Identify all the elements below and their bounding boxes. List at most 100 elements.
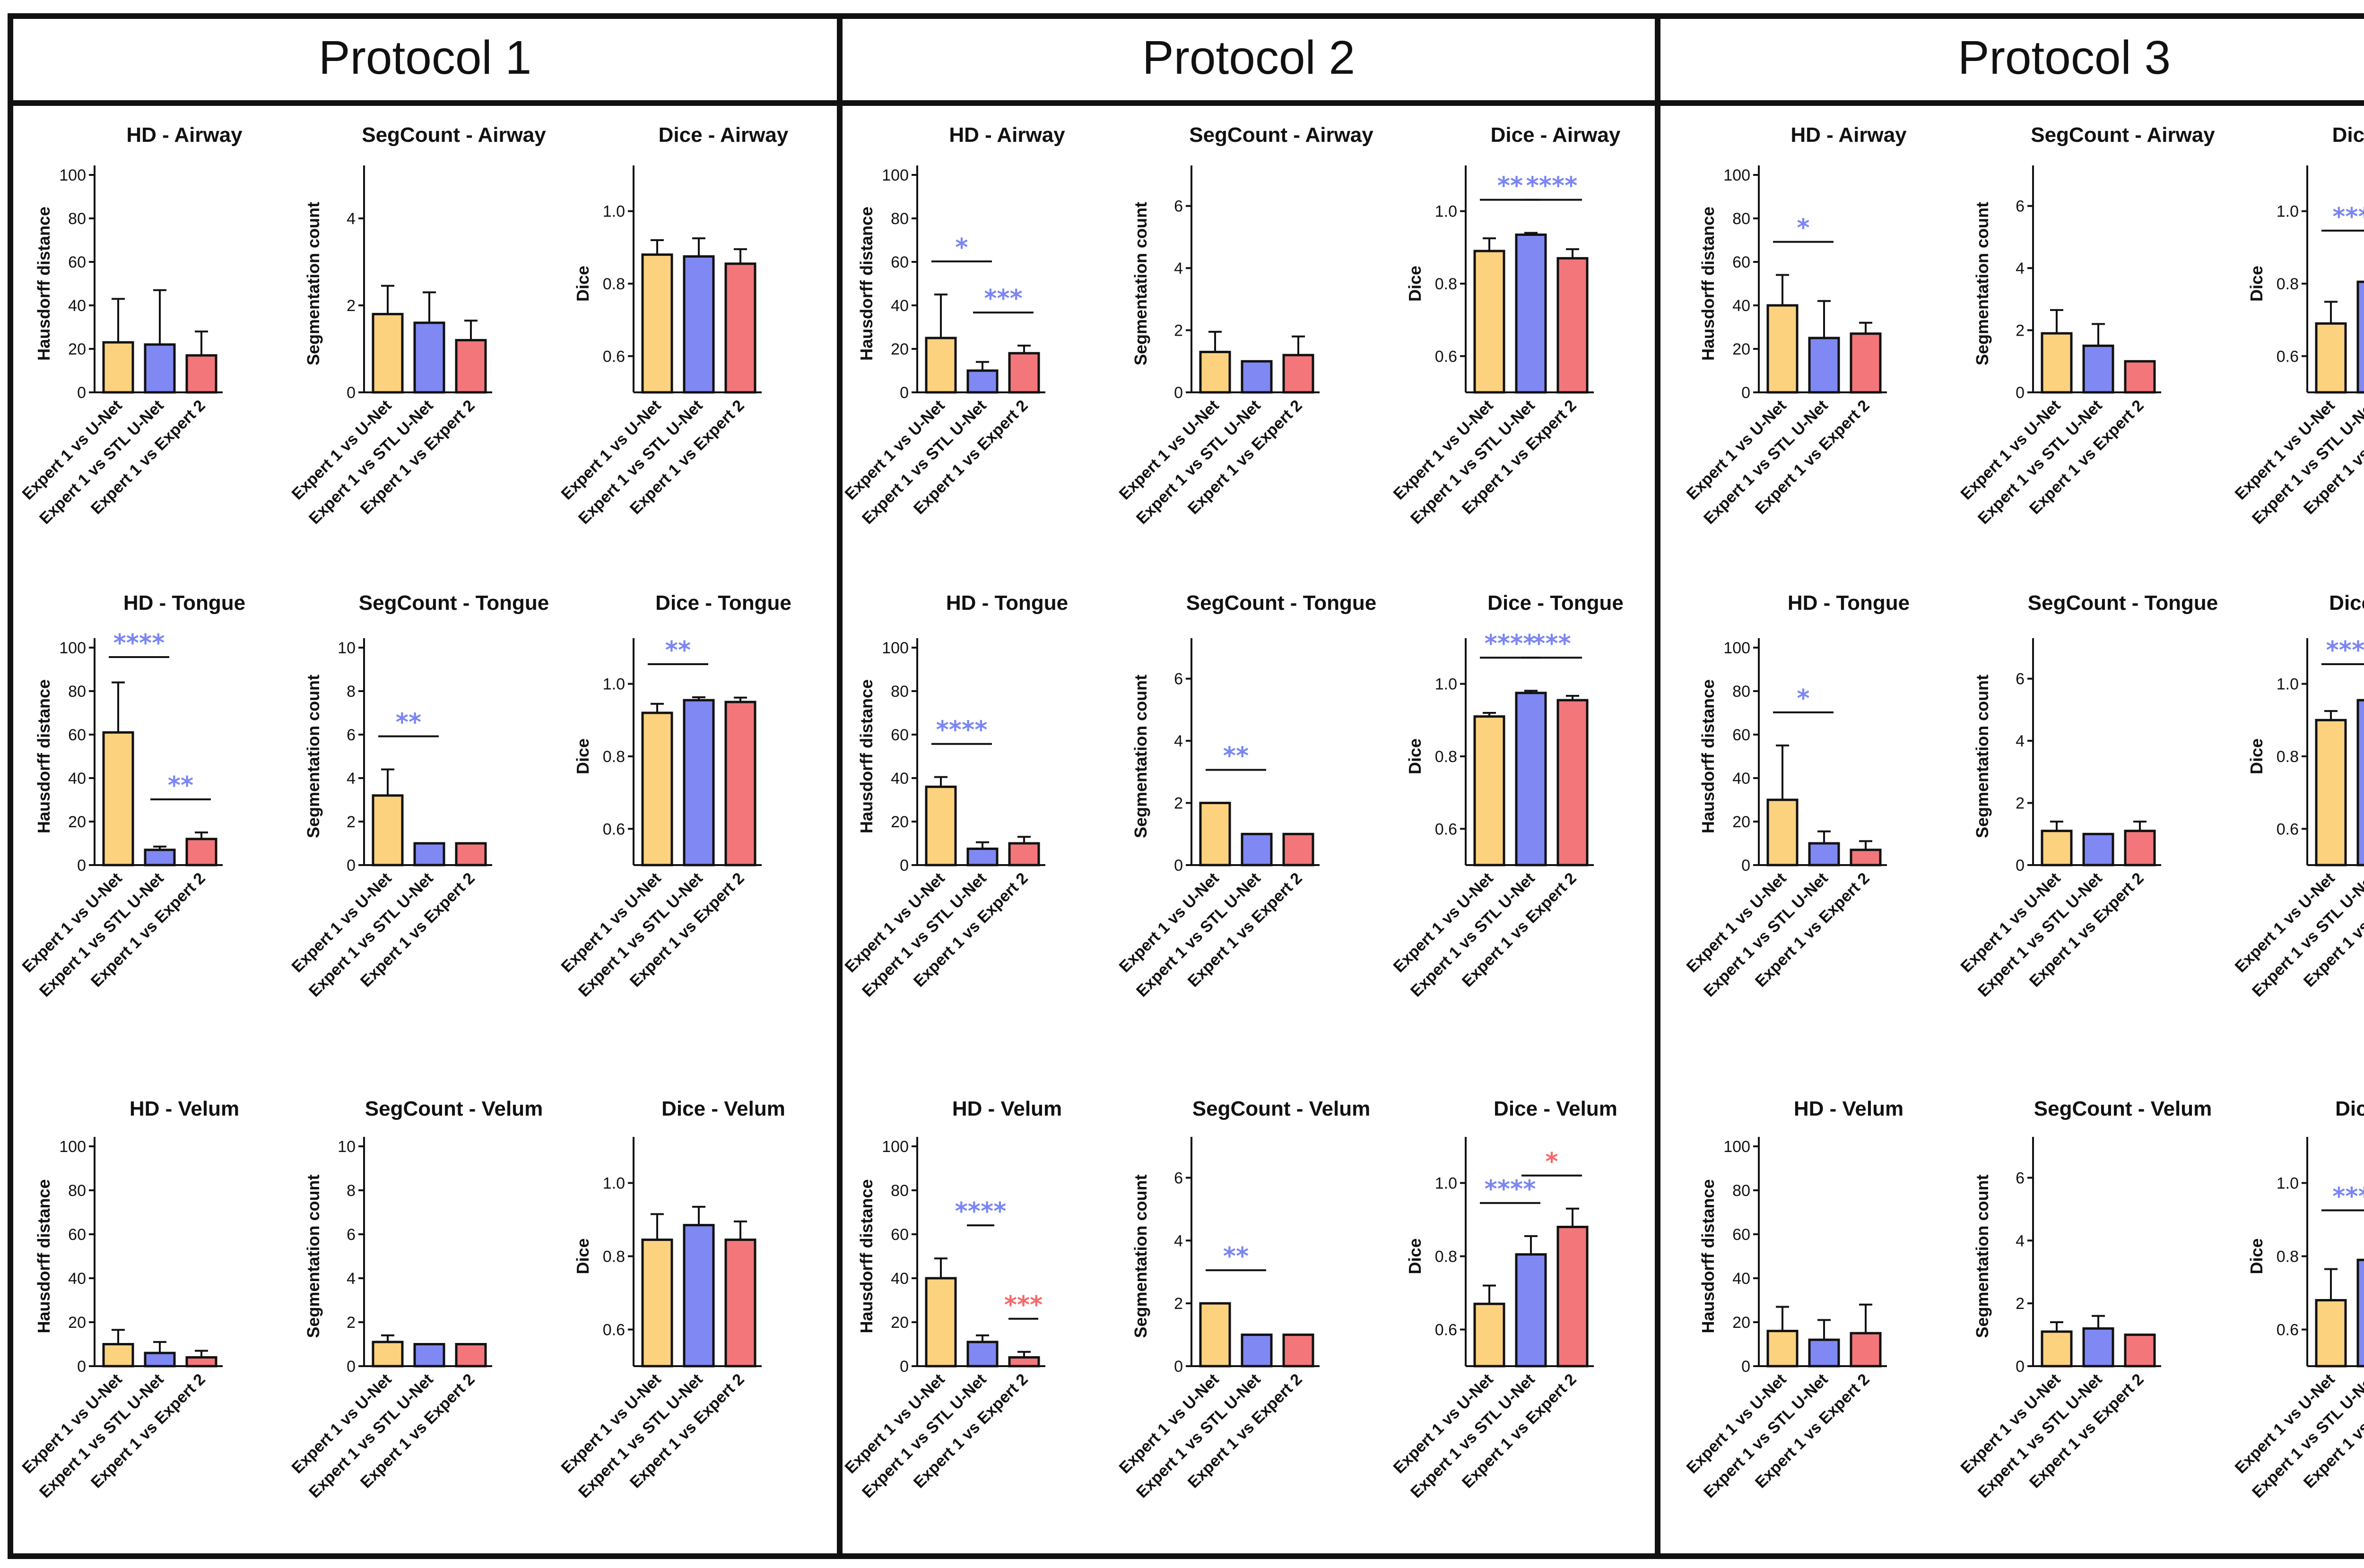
y-tick-label: 6 xyxy=(1174,670,1183,688)
y-tick-label: 10 xyxy=(338,1138,356,1156)
y-tick-label: 1.0 xyxy=(603,676,625,693)
significance-label: * xyxy=(1797,214,1809,243)
y-tick-label: 0 xyxy=(1174,384,1183,402)
chart-panel: HD - Velum Hausdorff distance 0 20 40 60 80 100… xyxy=(19,1097,239,1501)
y-tick-label: 0 xyxy=(347,384,356,402)
chart-title: SegCount - Tongue xyxy=(359,591,549,615)
y-axis-label: Hausdorff distance xyxy=(34,679,53,833)
bar xyxy=(1850,332,1882,394)
figure-frame xyxy=(8,13,2364,1559)
y-tick-label: 0.8 xyxy=(2277,1248,2299,1266)
bar xyxy=(1766,304,1799,394)
y-tick-label: 20 xyxy=(68,813,86,831)
y-tick-label: 80 xyxy=(68,683,86,701)
y-tick-label: 0.6 xyxy=(2277,1321,2299,1339)
bar xyxy=(1008,352,1040,394)
y-tick-label: 4 xyxy=(1174,1232,1183,1250)
bar xyxy=(2041,332,2073,394)
bar xyxy=(455,1343,487,1368)
chart-title: Dice - Tongue xyxy=(1487,591,1624,615)
significance-label: **** xyxy=(2326,636,2364,665)
y-axis-label: Segmentation count xyxy=(304,202,323,365)
y-tick-label: 0.8 xyxy=(603,275,625,293)
significance-label: **** xyxy=(1485,630,1536,658)
bar xyxy=(455,339,487,394)
y-tick-label: 1.0 xyxy=(1435,676,1457,693)
bar xyxy=(2124,360,2156,394)
y-axis-label: Dice xyxy=(573,1238,592,1274)
chart-title: HD - Airway xyxy=(126,123,243,147)
y-axis-label: Dice xyxy=(1405,266,1425,302)
bar xyxy=(185,838,217,866)
y-axis-label: Hausdorff distance xyxy=(857,207,876,361)
significance-label: *** xyxy=(2332,1182,2364,1211)
bar xyxy=(683,255,715,394)
y-tick-label: 0.6 xyxy=(1435,820,1457,838)
y-axis-label: Segmentation count xyxy=(1131,675,1150,838)
y-tick-label: 0.6 xyxy=(603,347,625,365)
bar xyxy=(2315,322,2347,394)
y-tick-label: 80 xyxy=(1732,210,1750,228)
bar xyxy=(413,321,445,394)
chart-panel: SegCount - Velum Segmentation count 0 2 4 6 8 1… xyxy=(288,1097,543,1501)
y-tick-label: 0.6 xyxy=(2277,347,2299,365)
bar xyxy=(1473,1302,1505,1368)
bar xyxy=(966,848,999,866)
chart-title: Dice - Velum xyxy=(661,1097,785,1120)
bar xyxy=(144,849,176,866)
bar xyxy=(641,1239,673,1368)
y-tick-label: 60 xyxy=(1732,726,1750,744)
significance-label: * xyxy=(1545,1148,1558,1176)
y-axis-label: Hausdorff distance xyxy=(857,1179,876,1333)
y-tick-label: 4 xyxy=(2016,1232,2025,1250)
y-tick-label: 0 xyxy=(2016,1358,2025,1376)
y-tick-label: 4 xyxy=(347,210,356,228)
y-tick-label: 20 xyxy=(1732,1314,1750,1332)
y-tick-label: 1.0 xyxy=(603,1175,625,1193)
bar xyxy=(372,1341,404,1368)
y-tick-label: 40 xyxy=(68,1270,86,1288)
chart-title: HD - Velum xyxy=(130,1097,239,1120)
y-tick-label: 0 xyxy=(1174,1358,1183,1376)
y-tick-label: 100 xyxy=(1723,639,1750,657)
y-tick-label: 100 xyxy=(59,1138,86,1156)
y-tick-label: 4 xyxy=(2016,732,2025,750)
bar xyxy=(966,369,999,394)
y-axis-label: Dice xyxy=(1405,1238,1425,1274)
y-tick-label: 100 xyxy=(59,639,86,657)
y-axis-label: Segmentation count xyxy=(1973,202,1992,365)
y-tick-label: 0 xyxy=(1174,857,1183,875)
y-tick-label: 1.0 xyxy=(1435,203,1457,221)
y-tick-label: 1.0 xyxy=(2277,203,2299,221)
significance-label: *** xyxy=(2332,203,2364,231)
bar xyxy=(2041,1330,2073,1368)
bar xyxy=(1473,250,1505,394)
bar xyxy=(1515,234,1547,394)
y-tick-label: 60 xyxy=(891,1226,909,1244)
y-tick-label: 20 xyxy=(1732,340,1750,358)
chart-panel: HD - Tongue Hausdorff distance 0 20 40 60 80 10… xyxy=(842,591,1068,1000)
y-tick-label: 40 xyxy=(891,1270,909,1288)
chart-panel: HD - Velum Hausdorff distance 0 20 40 60 80 100… xyxy=(842,1097,1062,1501)
y-tick-label: 0 xyxy=(900,384,909,402)
bar xyxy=(1850,1332,1882,1368)
bar xyxy=(1241,832,1273,866)
y-tick-label: 60 xyxy=(891,253,909,271)
y-tick-label: 0.8 xyxy=(603,748,625,766)
significance-label: **** xyxy=(955,1197,1007,1226)
y-tick-label: 20 xyxy=(891,1314,909,1332)
y-tick-label: 2 xyxy=(2016,795,2025,813)
chart-panel: HD - Tongue Hausdorff distance 0 20 40 60 80 10… xyxy=(19,591,245,1000)
significance-label: * xyxy=(1797,684,1809,713)
significance-label: **** xyxy=(1485,1175,1536,1204)
y-tick-label: 10 xyxy=(338,639,356,657)
y-tick-label: 0.8 xyxy=(603,1248,625,1266)
significance-label: ** xyxy=(396,709,421,737)
chart-title: Dice - Airway xyxy=(1491,123,1621,147)
y-tick-label: 100 xyxy=(1723,1138,1750,1156)
y-tick-label: 100 xyxy=(59,166,86,184)
chart-title: HD - Tongue xyxy=(1788,591,1910,615)
